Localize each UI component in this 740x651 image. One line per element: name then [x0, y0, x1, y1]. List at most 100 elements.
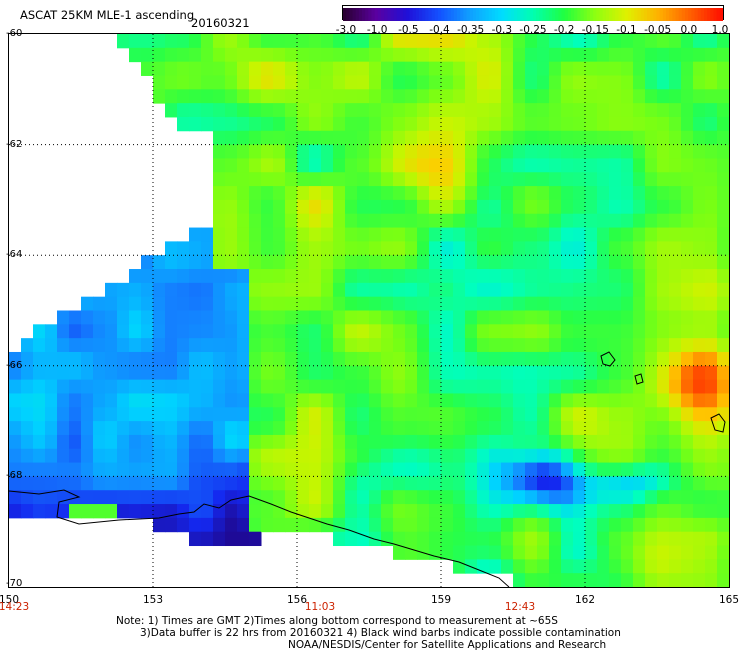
wind-cell: [261, 241, 274, 256]
wind-cell: [717, 407, 729, 422]
wind-cell: [669, 282, 682, 298]
wind-cell: [21, 490, 34, 505]
wind-cell: [537, 351, 550, 367]
wind-cell: [501, 75, 514, 90]
wind-cell: [597, 282, 610, 298]
product-date: 20160321: [191, 16, 250, 30]
wind-cell: [501, 310, 514, 325]
wind-cell: [321, 517, 334, 533]
colorbar-swatch: [555, 8, 559, 21]
wind-cell: [237, 351, 250, 367]
wind-cell: [633, 421, 646, 436]
colorbar-swatch: [377, 8, 382, 21]
wind-cell: [393, 282, 406, 298]
colorbar-swatch: [681, 8, 686, 21]
wind-cell: [717, 448, 729, 464]
wind-cell: [645, 130, 658, 146]
wind-cell: [549, 186, 562, 201]
wind-cell: [129, 269, 142, 284]
wind-cell: [225, 462, 238, 477]
colorbar-swatch: [694, 8, 699, 21]
wind-cell: [621, 421, 634, 436]
wind-cell: [585, 172, 598, 187]
wind-cell: [69, 490, 82, 505]
wind-cell: [33, 434, 46, 450]
wind-cell: [117, 504, 130, 519]
wind-cell: [645, 407, 658, 422]
wind-cell: [657, 545, 670, 560]
colorbar-swatch: [393, 8, 398, 21]
wind-cell: [525, 89, 538, 104]
wind-cell: [693, 421, 706, 436]
wind-cell: [333, 504, 346, 519]
wind-cell: [465, 490, 478, 505]
wind-cell: [465, 269, 478, 284]
wind-cell: [249, 504, 262, 519]
wind-cell: [57, 504, 70, 519]
wind-cell: [405, 186, 418, 201]
wind-cell: [621, 393, 634, 408]
wind-cell: [561, 517, 574, 533]
wind-cell: [597, 462, 610, 477]
wind-cell: [645, 365, 658, 381]
wind-cell: [525, 255, 538, 270]
wind-cell: [93, 490, 106, 505]
wind-cell: [609, 476, 622, 491]
wind-cell: [645, 89, 658, 104]
wind-cell: [537, 559, 550, 574]
wind-cell: [345, 379, 358, 394]
wind-cell: [549, 199, 562, 215]
wind-cell: [645, 269, 658, 284]
wind-cell: [681, 490, 694, 505]
colorbar-swatch: [634, 8, 639, 21]
wind-cell: [177, 241, 190, 256]
wind-cell: [9, 379, 22, 394]
wind-cell: [405, 213, 418, 229]
wind-cell: [381, 504, 394, 519]
wind-cell: [225, 517, 238, 533]
wind-cell: [597, 559, 610, 574]
wind-cell: [285, 116, 298, 132]
wind-cell: [105, 282, 118, 298]
wind-cell: [441, 504, 454, 519]
wind-cell: [633, 199, 646, 215]
wind-cell: [309, 379, 322, 394]
wind-cell: [717, 144, 729, 159]
wind-cell: [261, 199, 274, 215]
wind-cell: [645, 351, 658, 367]
wind-cell: [429, 199, 442, 215]
wind-cell: [153, 61, 166, 76]
wind-cell: [609, 255, 622, 270]
wind-cell: [489, 517, 502, 533]
wind-cell: [225, 213, 238, 229]
wind-cell: [225, 282, 238, 298]
wind-cell: [573, 351, 586, 367]
wind-cell: [57, 421, 70, 436]
wind-cell: [453, 296, 466, 311]
wind-cell: [501, 351, 514, 367]
wind-cell: [285, 490, 298, 505]
wind-cell: [633, 434, 646, 450]
wind-cell: [705, 559, 718, 574]
wind-cell: [417, 172, 430, 187]
wind-cell: [597, 407, 610, 422]
wind-cell: [681, 89, 694, 104]
wind-cell: [417, 531, 430, 547]
wind-cell: [213, 227, 226, 242]
wind-cell: [585, 545, 598, 560]
wind-cell: [141, 47, 154, 63]
colorbar-swatch: [438, 8, 442, 21]
wind-cell: [333, 172, 346, 187]
wind-cell: [285, 351, 298, 367]
wind-cell: [273, 282, 286, 298]
wind-cell: [429, 75, 442, 90]
wind-cell: [21, 476, 34, 491]
wind-cell: [165, 241, 178, 256]
wind-cell: [153, 75, 166, 90]
wind-cell: [69, 448, 82, 464]
wind-cell: [165, 338, 178, 353]
wind-cell: [369, 476, 382, 491]
wind-cell: [465, 407, 478, 422]
wind-cell: [213, 269, 226, 284]
wind-cell: [81, 324, 94, 339]
